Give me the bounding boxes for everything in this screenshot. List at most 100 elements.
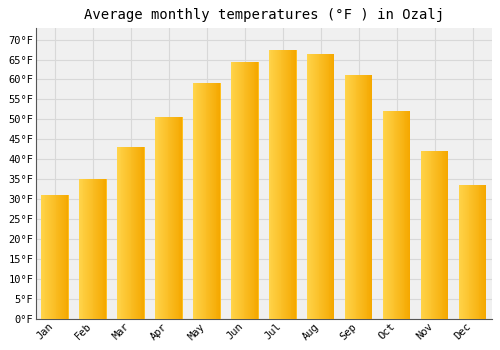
Bar [315,54,316,318]
Bar [158,117,160,318]
Bar [463,185,464,318]
Bar [136,147,137,318]
Bar [127,147,128,318]
Bar [125,147,126,318]
Bar [61,195,62,318]
Bar [287,50,288,318]
Bar [442,151,444,318]
Bar [160,117,162,318]
Bar [63,195,64,318]
Bar [462,185,463,318]
Bar [181,117,182,318]
Bar [208,83,210,318]
Bar [404,111,406,318]
Bar [328,54,330,318]
Bar [459,185,486,318]
Bar [429,151,430,318]
Bar [292,50,294,318]
Bar [398,111,399,318]
Title: Average monthly temperatures (°F ) in Ozalj: Average monthly temperatures (°F ) in Oz… [84,8,444,22]
Bar [89,179,90,318]
Bar [368,76,370,318]
Bar [349,76,350,318]
Bar [163,117,164,318]
Bar [79,179,80,318]
Bar [59,195,60,318]
Bar [458,185,460,318]
Bar [54,195,56,318]
Bar [394,111,396,318]
Bar [322,54,323,318]
Bar [285,50,286,318]
Bar [308,54,310,318]
Bar [384,111,386,318]
Bar [194,83,196,318]
Bar [356,76,358,318]
Bar [90,179,92,318]
Bar [409,111,410,318]
Bar [465,185,466,318]
Bar [98,179,99,318]
Bar [120,147,122,318]
Bar [439,151,440,318]
Bar [288,50,289,318]
Bar [176,117,178,318]
Bar [362,76,363,318]
Bar [170,117,172,318]
Bar [364,76,365,318]
Bar [324,54,325,318]
Bar [240,62,241,318]
Bar [199,83,200,318]
Bar [351,76,352,318]
Bar [213,83,214,318]
Bar [326,54,328,318]
Bar [325,54,326,318]
Bar [178,117,180,318]
Bar [440,151,442,318]
Bar [97,179,98,318]
Bar [272,50,274,318]
Bar [209,83,210,318]
Bar [56,195,58,318]
Bar [333,54,334,318]
Bar [172,117,173,318]
Bar [468,185,469,318]
Bar [371,76,372,318]
Bar [117,147,118,318]
Bar [50,195,51,318]
Bar [82,179,84,318]
Bar [123,147,124,318]
Bar [326,54,327,318]
Bar [284,50,285,318]
Bar [392,111,394,318]
Bar [87,179,88,318]
Bar [92,179,94,318]
Bar [84,179,86,318]
Bar [80,179,82,318]
Bar [476,185,477,318]
Bar [102,179,104,318]
Bar [474,185,475,318]
Bar [62,195,63,318]
Bar [387,111,388,318]
Bar [132,147,134,318]
Bar [295,50,296,318]
Bar [346,76,348,318]
Bar [99,179,100,318]
Bar [196,83,198,318]
Bar [126,147,127,318]
Bar [382,111,384,318]
Bar [344,76,346,318]
Bar [310,54,312,318]
Bar [128,147,129,318]
Bar [214,83,216,318]
Bar [348,76,350,318]
Bar [118,147,120,318]
Bar [389,111,390,318]
Bar [156,117,158,318]
Bar [437,151,438,318]
Bar [211,83,212,318]
Bar [42,195,69,318]
Bar [219,83,220,318]
Bar [46,195,48,318]
